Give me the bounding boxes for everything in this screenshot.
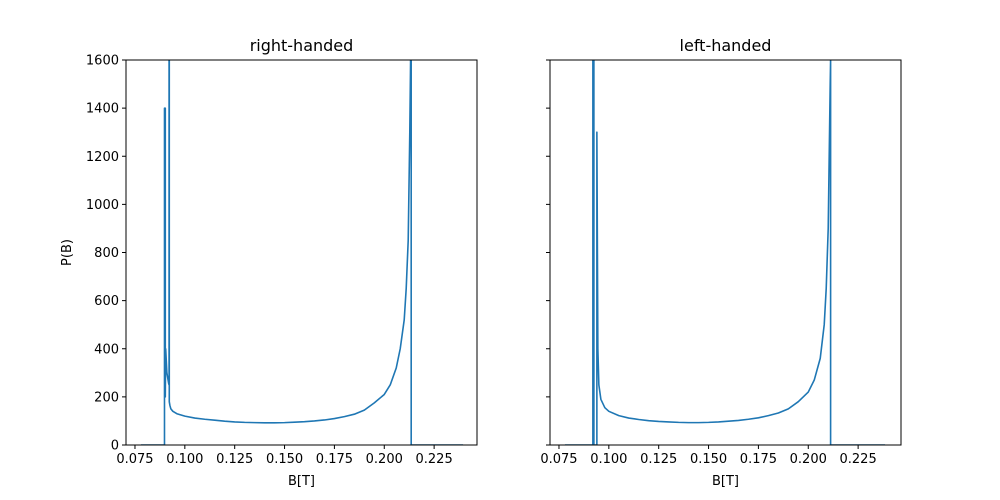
x-axis-label: B[T] (712, 474, 739, 489)
x-tick-label: 0.075 (540, 452, 577, 467)
x-tick-label: 0.225 (416, 452, 453, 467)
plot-frame (549, 59, 902, 446)
y-tick-label: 1000 (86, 198, 119, 213)
y-tick-label: 1200 (86, 150, 119, 165)
x-tick-label: 0.225 (840, 452, 877, 467)
x-tick-label: 0.150 (690, 452, 727, 467)
x-tick-label: 0.125 (216, 452, 253, 467)
x-tick-label: 0.125 (640, 452, 677, 467)
y-tick-label: 200 (94, 390, 119, 405)
y-tick-label: 800 (94, 246, 119, 261)
y-tick-label: 600 (94, 294, 119, 309)
panel-1: 0.075 0.100 0.125 0.150 0.175 0.200 0.225 0 200 4… (60, 36, 478, 489)
x-tick-label: 0.100 (166, 452, 203, 467)
panel-2: 0.075 0.100 0.125 0.150 0.175 0.200 0.225 left-… (540, 36, 902, 489)
series-line-1 (564, 60, 886, 445)
x-tick-label: 0.075 (116, 452, 153, 467)
x-tick-label: 0.200 (366, 452, 403, 467)
plot-frame (125, 59, 478, 446)
x-tick-label: 0.175 (740, 452, 777, 467)
y-tick-label: 1400 (86, 102, 119, 117)
x-tick-label: 0.175 (316, 452, 353, 467)
chart-title: right-handed (250, 36, 354, 55)
x-tick-label: 0.100 (590, 452, 627, 467)
series-line-1 (140, 60, 464, 445)
y-tick-label: 1600 (86, 54, 119, 69)
y-tick-label: 0 (111, 439, 119, 454)
chart-title: left-handed (680, 36, 772, 55)
y-tick-label: 400 (94, 342, 119, 357)
x-tick-label: 0.200 (790, 452, 827, 467)
x-axis-label: B[T] (288, 474, 315, 489)
x-tick-label: 0.150 (266, 452, 303, 467)
y-axis-label: P(B) (60, 239, 75, 266)
